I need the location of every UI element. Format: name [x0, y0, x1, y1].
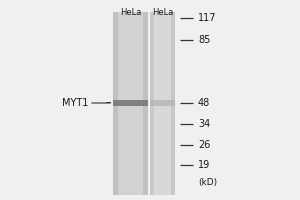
Text: MYT1: MYT1	[61, 98, 88, 108]
Text: (kD): (kD)	[198, 178, 217, 186]
Text: 48: 48	[198, 98, 210, 108]
Text: 26: 26	[198, 140, 210, 150]
Bar	[113, 12, 148, 195]
Bar	[171, 12, 175, 195]
Bar	[113, 100, 148, 106]
Bar	[113, 12, 118, 195]
Text: 19: 19	[198, 160, 210, 170]
Text: --: --	[106, 98, 112, 108]
Text: HeLa: HeLa	[120, 8, 141, 17]
Bar	[150, 12, 175, 195]
Text: HeLa: HeLa	[152, 8, 173, 17]
Text: 117: 117	[198, 13, 217, 23]
Bar	[150, 100, 175, 106]
Bar	[143, 12, 148, 195]
Text: 85: 85	[198, 35, 210, 45]
Bar	[150, 12, 154, 195]
Text: 34: 34	[198, 119, 210, 129]
